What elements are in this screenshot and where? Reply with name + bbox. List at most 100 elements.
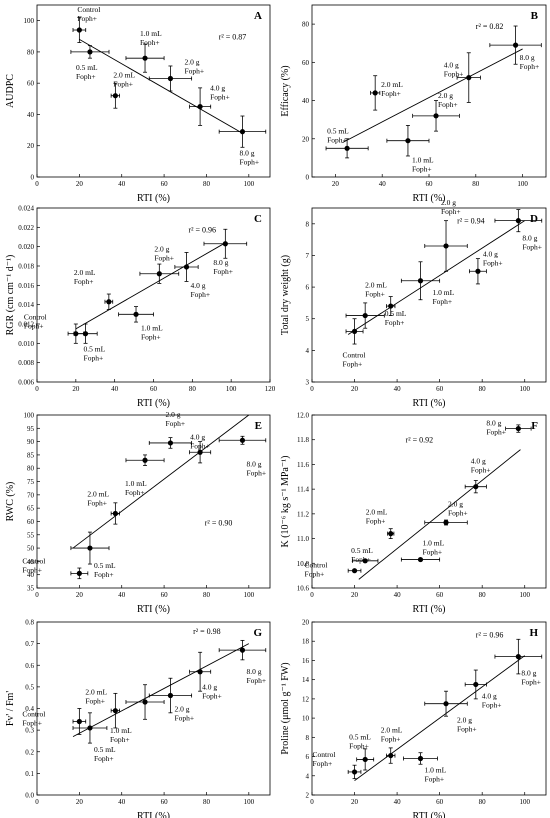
y-tick-label: 0.6: [25, 662, 34, 670]
point-label: Control: [22, 556, 45, 565]
panel-b: 20 40 60 80 100 0 20 40 60 80 RTI (%) Efficacy (%) B…: [280, 4, 547, 204]
point-marker: [112, 93, 118, 99]
point-marker: [167, 692, 174, 699]
point-label: Control: [305, 561, 328, 570]
r-squared-label: r² = 0.82: [476, 22, 504, 31]
y-axis-title: AUDPC: [5, 74, 16, 108]
y-tick-label: 12: [302, 695, 310, 703]
y-tick-label: 60: [27, 80, 35, 88]
x-tick-label: 80: [189, 385, 197, 393]
point-label: 8.0 g: [213, 258, 228, 267]
point-label: Foph+: [482, 700, 502, 709]
point-marker: [433, 113, 439, 119]
regression-line: [354, 655, 525, 781]
point-marker: [183, 264, 190, 270]
x-axis-title: RTI (%): [413, 811, 446, 818]
point-label: Foph+: [366, 517, 386, 526]
x-tick-label: 60: [161, 591, 169, 599]
point-label: 8.0 g: [486, 419, 501, 428]
point-marker: [388, 752, 394, 759]
point-label: 2.0 g: [184, 57, 199, 66]
plot-frame: [36, 4, 271, 178]
point-label: 2.0 g: [441, 198, 456, 207]
point-marker: [362, 558, 368, 564]
panel-f: 0 20 40 60 80 100 10.6 10.8 11.0 11.2 11.4 11.6 11.8…: [280, 412, 547, 615]
y-tick-label: 0: [31, 174, 35, 182]
y-tick-label: 5: [306, 315, 310, 323]
point-label: 4.0 g: [482, 691, 497, 700]
y-tick-label: 10.6: [297, 585, 310, 593]
regression-line: [358, 449, 521, 580]
point-marker: [87, 545, 93, 551]
y-tick-label: 95: [27, 425, 35, 433]
x-axis-title: RTI (%): [137, 193, 170, 204]
point-label: 2.0 mL: [87, 489, 109, 498]
point-label: 4.0 g: [210, 84, 225, 93]
plot-frame: [36, 207, 271, 383]
point-marker: [443, 519, 449, 526]
y-tick-label: 0.020: [18, 243, 34, 251]
point-label: 0.5 mL: [94, 561, 116, 570]
point-marker: [112, 708, 118, 714]
point-marker: [76, 570, 82, 576]
x-tick-label: 80: [203, 180, 211, 188]
point-marker: [106, 299, 112, 305]
y-axis-title: RGR (cm cm⁻¹ d⁻¹): [5, 255, 16, 336]
point-label: 1.0 mL: [110, 726, 132, 735]
point-label: Foph+: [22, 718, 42, 727]
point-marker: [466, 75, 472, 81]
y-tick-label: 8: [306, 220, 310, 228]
point-label: Foph+: [381, 735, 401, 744]
point-label: 2.0 mL: [85, 688, 107, 697]
point-marker: [167, 440, 174, 446]
y-tick-label: 80: [302, 21, 310, 29]
r-squared-label: r² = 0.96: [188, 225, 216, 234]
point-label: Foph+: [22, 565, 42, 574]
point-label: Foph+: [246, 676, 266, 685]
point-label: Foph+: [191, 290, 211, 299]
x-tick-label: 40: [394, 385, 402, 393]
y-tick-label: 55: [27, 531, 35, 539]
point-label: Foph+: [343, 359, 363, 368]
panel-letter: A: [254, 10, 262, 22]
point-label: 0.5 mL: [385, 309, 407, 318]
point-label: 0.5 mL: [349, 732, 371, 741]
x-tick-label: 20: [351, 385, 359, 393]
y-tick-label: 0.4: [25, 705, 34, 713]
y-tick-label: 60: [27, 518, 35, 526]
x-tick-label: 80: [203, 591, 211, 599]
x-tick-label: 0: [35, 180, 39, 188]
point-marker: [351, 568, 358, 574]
y-tick-label: 0.010: [18, 340, 34, 348]
point-label: Foph+: [184, 66, 204, 75]
y-tick-label: 20: [27, 142, 35, 150]
point-marker: [475, 268, 481, 274]
y-tick-label: 10: [302, 715, 310, 723]
y-tick-label: 16: [302, 657, 310, 665]
y-axis-title: Fv' / Fm': [5, 691, 16, 726]
point-marker: [388, 303, 394, 309]
point-label: Foph+: [190, 441, 210, 450]
plot-frame: [36, 414, 271, 589]
y-axis-title: Total dry weight (g): [280, 255, 291, 335]
point-label: Foph+: [438, 100, 458, 109]
point-marker: [142, 55, 148, 61]
point-label: 4.0 g: [444, 61, 459, 70]
y-tick-label: 0.8: [25, 619, 34, 627]
y-tick-label: 0.016: [18, 282, 34, 290]
